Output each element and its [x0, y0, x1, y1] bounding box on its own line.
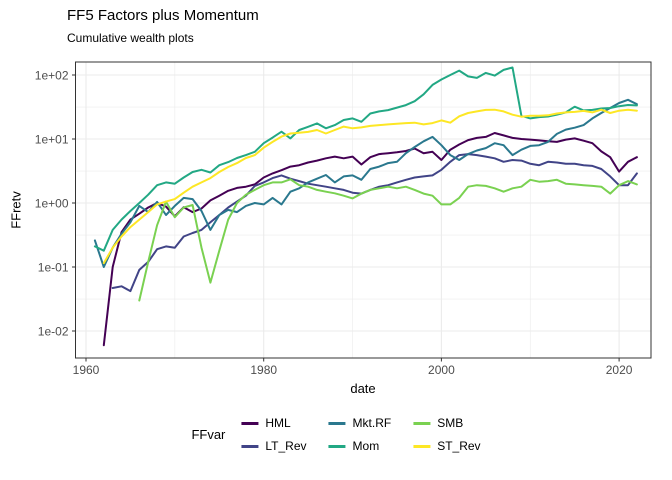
- legend-key-Mkt.RF: [328, 421, 346, 425]
- legend-label-ST_Rev: ST_Rev: [437, 439, 481, 453]
- panel-border: [75, 61, 652, 359]
- x-tick-label: 2020: [606, 363, 633, 377]
- legend-item-SMB: SMB: [413, 416, 480, 430]
- x-axis-label: date: [350, 381, 376, 396]
- series-line-HML: [102, 132, 638, 347]
- series-line-SMB: [138, 178, 638, 302]
- legend-key-HML: [241, 421, 259, 425]
- legend-grid: HML LT_Rev Mkt.RF Mom SMB ST_Rev: [241, 416, 481, 453]
- y-tick-label: 1e+01: [35, 133, 69, 147]
- legend-item-HML: HML: [241, 416, 306, 430]
- legend-label-Mkt.RF: Mkt.RF: [352, 416, 392, 430]
- legend-title: FFvar: [191, 427, 226, 442]
- legend-label-SMB: SMB: [437, 416, 464, 430]
- series-line-ST_Rev: [102, 108, 638, 265]
- y-tick-label: 1e-02: [38, 325, 69, 339]
- chart-title: FF5 Factors plus Momentum: [67, 7, 259, 24]
- chart-subtitle: Cumulative wealth plots: [67, 31, 194, 45]
- legend-item-LT_Rev: LT_Rev: [241, 439, 307, 453]
- x-tick-label: 1960: [73, 363, 100, 377]
- series-line-LT_Rev: [111, 153, 638, 293]
- legend-key-Mom: [328, 444, 346, 448]
- legend-key-LT_Rev: [241, 444, 259, 448]
- legend-label-HML: HML: [265, 416, 291, 430]
- series-line-Mkt.RF: [93, 98, 638, 268]
- legend: FFvar HML LT_Rev Mkt.RF Mom SMB ST_Rev: [191, 416, 480, 453]
- legend-label-Mom: Mom: [352, 439, 380, 453]
- x-tick-label: 2000: [428, 363, 455, 377]
- legend-item-Mom: Mom: [328, 439, 392, 453]
- x-tick-label: 1980: [250, 363, 277, 377]
- y-axis-label: FFretv: [8, 191, 24, 229]
- legend-key-ST_Rev: [413, 444, 431, 448]
- y-tick-label: 1e+02: [35, 69, 69, 83]
- series-line-Mom: [93, 66, 638, 252]
- legend-item-Mkt.RF: Mkt.RF: [328, 416, 392, 430]
- legend-label-LT_Rev: LT_Rev: [265, 439, 307, 453]
- y-tick-label: 1e+00: [35, 197, 69, 211]
- legend-item-ST_Rev: ST_Rev: [413, 439, 481, 453]
- y-tick-label: 1e-01: [38, 261, 69, 275]
- legend-key-SMB: [413, 421, 431, 425]
